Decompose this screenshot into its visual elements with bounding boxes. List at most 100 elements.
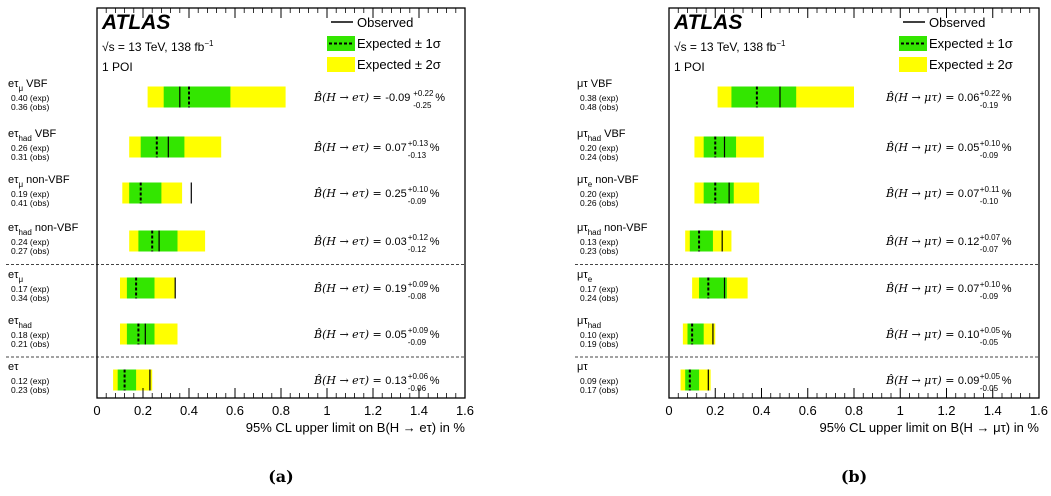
observed-limit-value: 0.17 (obs) bbox=[580, 385, 618, 395]
observed-limit-value: 0.23 (obs) bbox=[11, 385, 49, 395]
br-lower-error: -0.25 bbox=[413, 101, 432, 110]
br-unit: % bbox=[1002, 142, 1012, 154]
energy-lumi-label: √s = 13 TeV, 138 fb−1 bbox=[102, 39, 214, 54]
branching-ratio-label: B̂(H → eτ) = -0.09 bbox=[313, 91, 410, 104]
panel-label: (b) bbox=[841, 467, 867, 486]
band-1sigma bbox=[685, 369, 700, 391]
x-tick-label: 1 bbox=[897, 403, 904, 418]
category-label: eτ bbox=[8, 361, 19, 373]
br-upper-error: +0.11 bbox=[980, 185, 1000, 194]
legend-observed-label: Observed bbox=[929, 15, 985, 30]
category-label: μτe bbox=[577, 269, 593, 284]
limit-row: B̂(H → eτ) = 0.25 +0.10 -0.09% bbox=[122, 182, 440, 206]
branching-ratio-label: B̂(H → μτ) = 0.09 bbox=[885, 374, 979, 387]
panel-b: B̂(H → μτ) = 0.06 +0.22 -0.19% μτ VBF 0.38 (… bbox=[575, 7, 1048, 486]
x-axis-title: 95% CL upper limit on B(H → eτ) in % bbox=[246, 420, 466, 435]
x-tick-label: 1 bbox=[323, 403, 330, 418]
limit-row: B̂(H → eτ) = 0.03 +0.12 -0.12% bbox=[129, 230, 440, 254]
limit-row: B̂(H → μτ) = 0.06 +0.22 -0.19% bbox=[717, 86, 1012, 110]
band-1sigma bbox=[163, 86, 231, 108]
limit-row: B̂(H → μτ) = 0.07 +0.10 -0.09% bbox=[692, 277, 1012, 301]
observed-limit-value: 0.36 (obs) bbox=[11, 102, 49, 112]
legend-observed-label: Observed bbox=[357, 15, 413, 30]
x-tick-label: 1.2 bbox=[937, 403, 955, 418]
band-1sigma bbox=[703, 182, 734, 204]
observed-limit-value: 0.19 (obs) bbox=[580, 339, 618, 349]
br-lower-error: -0.13 bbox=[408, 151, 427, 160]
br-lower-error: -0.09 bbox=[408, 338, 427, 347]
br-unit: % bbox=[435, 92, 445, 104]
br-upper-error: +0.06 bbox=[408, 372, 429, 381]
observed-limit-value: 0.26 (obs) bbox=[580, 198, 618, 208]
legend-1sigma-label: Expected ± 1σ bbox=[929, 36, 1013, 51]
expected-limit-value: 0.18 (exp) bbox=[11, 330, 49, 340]
branching-ratio-label: B̂(H → eτ) = 0.13 bbox=[313, 374, 407, 387]
br-lower-error: -0.10 bbox=[980, 197, 999, 206]
br-unit: % bbox=[1002, 92, 1012, 104]
band-1sigma bbox=[703, 136, 737, 158]
x-tick-label: 0 bbox=[93, 403, 100, 418]
limit-row: B̂(H → μτ) = 0.07 +0.11 -0.10% bbox=[694, 182, 1012, 206]
limit-row: B̂(H → eτ) = -0.09 +0.22 -0.25% bbox=[147, 86, 445, 110]
br-lower-error: -0.09 bbox=[980, 151, 999, 160]
br-unit: % bbox=[1002, 236, 1012, 248]
category-label: eτμ non-VBF bbox=[8, 174, 70, 189]
band-1sigma bbox=[689, 230, 713, 252]
category-label: μτ bbox=[577, 361, 588, 373]
expected-limit-value: 0.17 (exp) bbox=[580, 284, 618, 294]
limit-row: B̂(H → eτ) = 0.19 +0.09 -0.08% bbox=[120, 277, 440, 301]
limit-row: B̂(H → μτ) = 0.12 +0.07 -0.07% bbox=[685, 230, 1012, 254]
energy-lumi-label: √s = 13 TeV, 138 fb−1 bbox=[674, 39, 786, 54]
experiment-label: ATLAS bbox=[673, 11, 742, 34]
branching-ratio-label: B̂(H → μτ) = 0.05 bbox=[885, 141, 979, 154]
category-label: μτhad non-VBF bbox=[577, 222, 648, 237]
expected-limit-value: 0.26 (exp) bbox=[11, 143, 49, 153]
branching-ratio-label: B̂(H → eτ) = 0.19 bbox=[313, 282, 407, 295]
band-1sigma bbox=[126, 277, 155, 299]
legend-2sigma-label: Expected ± 2σ bbox=[929, 57, 1013, 72]
branching-ratio-label: B̂(H → eτ) = 0.07 bbox=[313, 141, 407, 154]
branching-ratio-label: B̂(H → eτ) = 0.25 bbox=[313, 187, 407, 200]
category-label: μτ VBF bbox=[577, 78, 612, 90]
observed-limit-value: 0.23 (obs) bbox=[580, 246, 618, 256]
br-upper-error: +0.10 bbox=[980, 139, 1001, 148]
category-label: eτhad VBF bbox=[8, 128, 57, 143]
limit-row: B̂(H → eτ) = 0.13 +0.06 -0.06% bbox=[113, 369, 440, 393]
category-label: eτμ bbox=[8, 269, 23, 284]
br-lower-error: -0.09 bbox=[980, 292, 999, 301]
observed-limit-value: 0.24 (obs) bbox=[580, 293, 618, 303]
band-1sigma bbox=[140, 136, 185, 158]
x-tick-label: 0.4 bbox=[752, 403, 770, 418]
x-tick-label: 1.6 bbox=[456, 403, 474, 418]
x-tick-label: 1.6 bbox=[1030, 403, 1048, 418]
branching-ratio-label: B̂(H → eτ) = 0.05 bbox=[313, 328, 407, 341]
legend-2sigma-swatch bbox=[327, 57, 355, 72]
limit-row: B̂(H → μτ) = 0.09 +0.05 -0.05% bbox=[680, 369, 1012, 393]
panel-label: (a) bbox=[268, 467, 294, 486]
category-label: μτe non-VBF bbox=[577, 174, 639, 189]
br-upper-error: +0.10 bbox=[408, 185, 429, 194]
expected-limit-value: 0.20 (exp) bbox=[580, 189, 618, 199]
expected-limit-value: 0.38 (exp) bbox=[580, 93, 618, 103]
category-label: μτhad VBF bbox=[577, 128, 626, 143]
legend-1sigma-label: Expected ± 1σ bbox=[357, 36, 441, 51]
x-axis-title: 95% CL upper limit on B(H → μτ) in % bbox=[820, 420, 1040, 435]
band-1sigma bbox=[699, 277, 727, 299]
expected-limit-value: 0.13 (exp) bbox=[580, 237, 618, 247]
x-tick-label: 0.2 bbox=[134, 403, 152, 418]
legend-2sigma-label: Expected ± 2σ bbox=[357, 57, 441, 72]
x-tick-label: 1.4 bbox=[984, 403, 1002, 418]
legend-2sigma-swatch bbox=[899, 57, 927, 72]
br-lower-error: -0.06 bbox=[408, 384, 427, 393]
category-label: eτhad non-VBF bbox=[8, 222, 79, 237]
br-unit: % bbox=[1002, 283, 1012, 295]
br-lower-error: -0.08 bbox=[408, 292, 427, 301]
poi-label: 1 POI bbox=[674, 60, 705, 74]
x-tick-label: 0.6 bbox=[799, 403, 817, 418]
x-tick-label: 0.8 bbox=[845, 403, 863, 418]
branching-ratio-label: B̂(H → μτ) = 0.10 bbox=[885, 328, 979, 341]
branching-ratio-label: B̂(H → μτ) = 0.07 bbox=[885, 282, 979, 295]
x-tick-label: 0.2 bbox=[706, 403, 724, 418]
x-tick-label: 0.8 bbox=[272, 403, 290, 418]
